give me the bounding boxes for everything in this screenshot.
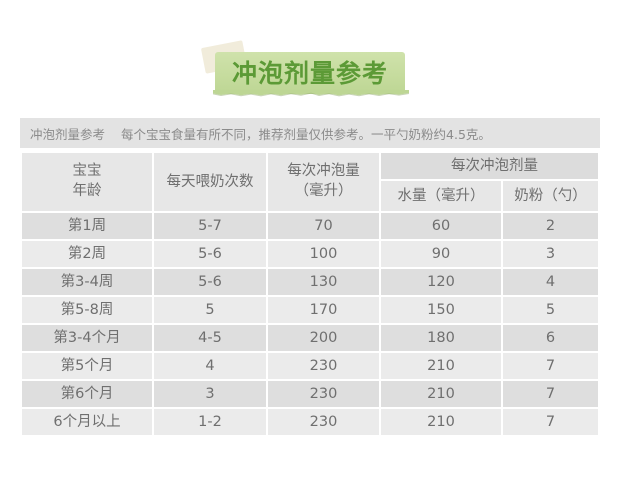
cell-water: 210: [381, 409, 501, 435]
cell-feeds: 3: [154, 381, 266, 407]
header-water-amount: 水量（毫升）: [381, 181, 501, 211]
cell-water: 180: [381, 325, 501, 351]
cell-powder: 7: [503, 409, 598, 435]
cell-age: 第5-8周: [22, 297, 152, 323]
cell-powder: 5: [503, 297, 598, 323]
table-row: 第3-4周 5-6 130 120 4: [22, 269, 598, 295]
table-row: 第5-8周 5 170 150 5: [22, 297, 598, 323]
cell-age: 第3-4周: [22, 269, 152, 295]
cell-powder: 4: [503, 269, 598, 295]
table-row: 第1周 5-7 70 60 2: [22, 213, 598, 239]
cell-feeds: 5: [154, 297, 266, 323]
header-baby-age-line2: 年龄: [72, 183, 102, 199]
subtitle-label: 冲泡剂量参考: [30, 126, 106, 142]
cell-age: 6个月以上: [22, 409, 152, 435]
cell-age: 第5个月: [22, 353, 152, 379]
table-row: 第2周 5-6 100 90 3: [22, 241, 598, 267]
header-volume-line2: （毫升）: [294, 183, 353, 199]
table-header: 宝宝 年龄 每天喂奶次数 每次冲泡量 （毫升） 每次冲泡剂量 水量（毫升） 奶粉…: [22, 153, 598, 211]
cell-water: 210: [381, 353, 501, 379]
cell-feeds: 5-7: [154, 213, 266, 239]
header-volume-per-feed: 每次冲泡量 （毫升）: [268, 153, 379, 211]
cell-volume: 170: [268, 297, 379, 323]
cell-volume: 70: [268, 213, 379, 239]
table-row: 第3-4个月 4-5 200 180 6: [22, 325, 598, 351]
cell-age: 第1周: [22, 213, 152, 239]
cell-water: 90: [381, 241, 501, 267]
dosage-table: 宝宝 年龄 每天喂奶次数 每次冲泡量 （毫升） 每次冲泡剂量 水量（毫升） 奶粉…: [20, 151, 600, 437]
cell-water: 60: [381, 213, 501, 239]
cell-powder: 2: [503, 213, 598, 239]
cell-age: 第3-4个月: [22, 325, 152, 351]
cell-age: 第2周: [22, 241, 152, 267]
title-banner: 冲泡剂量参考: [0, 0, 620, 112]
cell-volume: 230: [268, 381, 379, 407]
cell-water: 150: [381, 297, 501, 323]
cell-powder: 7: [503, 353, 598, 379]
torn-paper-edge-icon: [213, 90, 409, 97]
cell-powder: 7: [503, 381, 598, 407]
table-header-row-secondary: 水量（毫升） 奶粉（勺）: [22, 181, 598, 211]
cell-water: 120: [381, 269, 501, 295]
cell-volume: 200: [268, 325, 379, 351]
header-volume-line1: 每次冲泡量: [287, 163, 360, 180]
header-powder-scoops: 奶粉（勺）: [503, 181, 598, 211]
header-dosage-group: 每次冲泡剂量: [381, 153, 598, 179]
subtitle-bar: 冲泡剂量参考 每个宝宝食量有所不同，推荐剂量仅供参考。一平勺奶粉约4.5克。: [20, 118, 600, 148]
cell-volume: 230: [268, 409, 379, 435]
cell-feeds: 5-6: [154, 269, 266, 295]
page-title: 冲泡剂量参考: [231, 58, 388, 88]
cell-age: 第6个月: [22, 381, 152, 407]
cell-volume: 100: [268, 241, 379, 267]
table-body: 第1周 5-7 70 60 2 第2周 5-6 100 90 3 第3-4周 5-6 130 120 4 第5…: [22, 213, 598, 435]
header-feeds-per-day: 每天喂奶次数: [154, 153, 266, 211]
table-row: 第6个月 3 230 210 7: [22, 381, 598, 407]
subtitle-note: 每个宝宝食量有所不同，推荐剂量仅供参考。一平勺奶粉约4.5克。: [121, 126, 491, 142]
cell-water: 210: [381, 381, 501, 407]
header-baby-age: 宝宝 年龄: [22, 153, 152, 211]
cell-powder: 3: [503, 241, 598, 267]
cell-volume: 130: [268, 269, 379, 295]
table-header-row-primary: 宝宝 年龄 每天喂奶次数 每次冲泡量 （毫升） 每次冲泡剂量: [22, 153, 598, 211]
cell-powder: 6: [503, 325, 598, 351]
cell-feeds: 4: [154, 353, 266, 379]
banner-background: [215, 52, 405, 94]
cell-volume: 230: [268, 353, 379, 379]
cell-feeds: 5-6: [154, 241, 266, 267]
table-row: 6个月以上 1-2 230 210 7: [22, 409, 598, 435]
cell-feeds: 1-2: [154, 409, 266, 435]
cell-feeds: 4-5: [154, 325, 266, 351]
table-row: 第5个月 4 230 210 7: [22, 353, 598, 379]
header-baby-age-line1: 宝宝: [72, 163, 102, 180]
